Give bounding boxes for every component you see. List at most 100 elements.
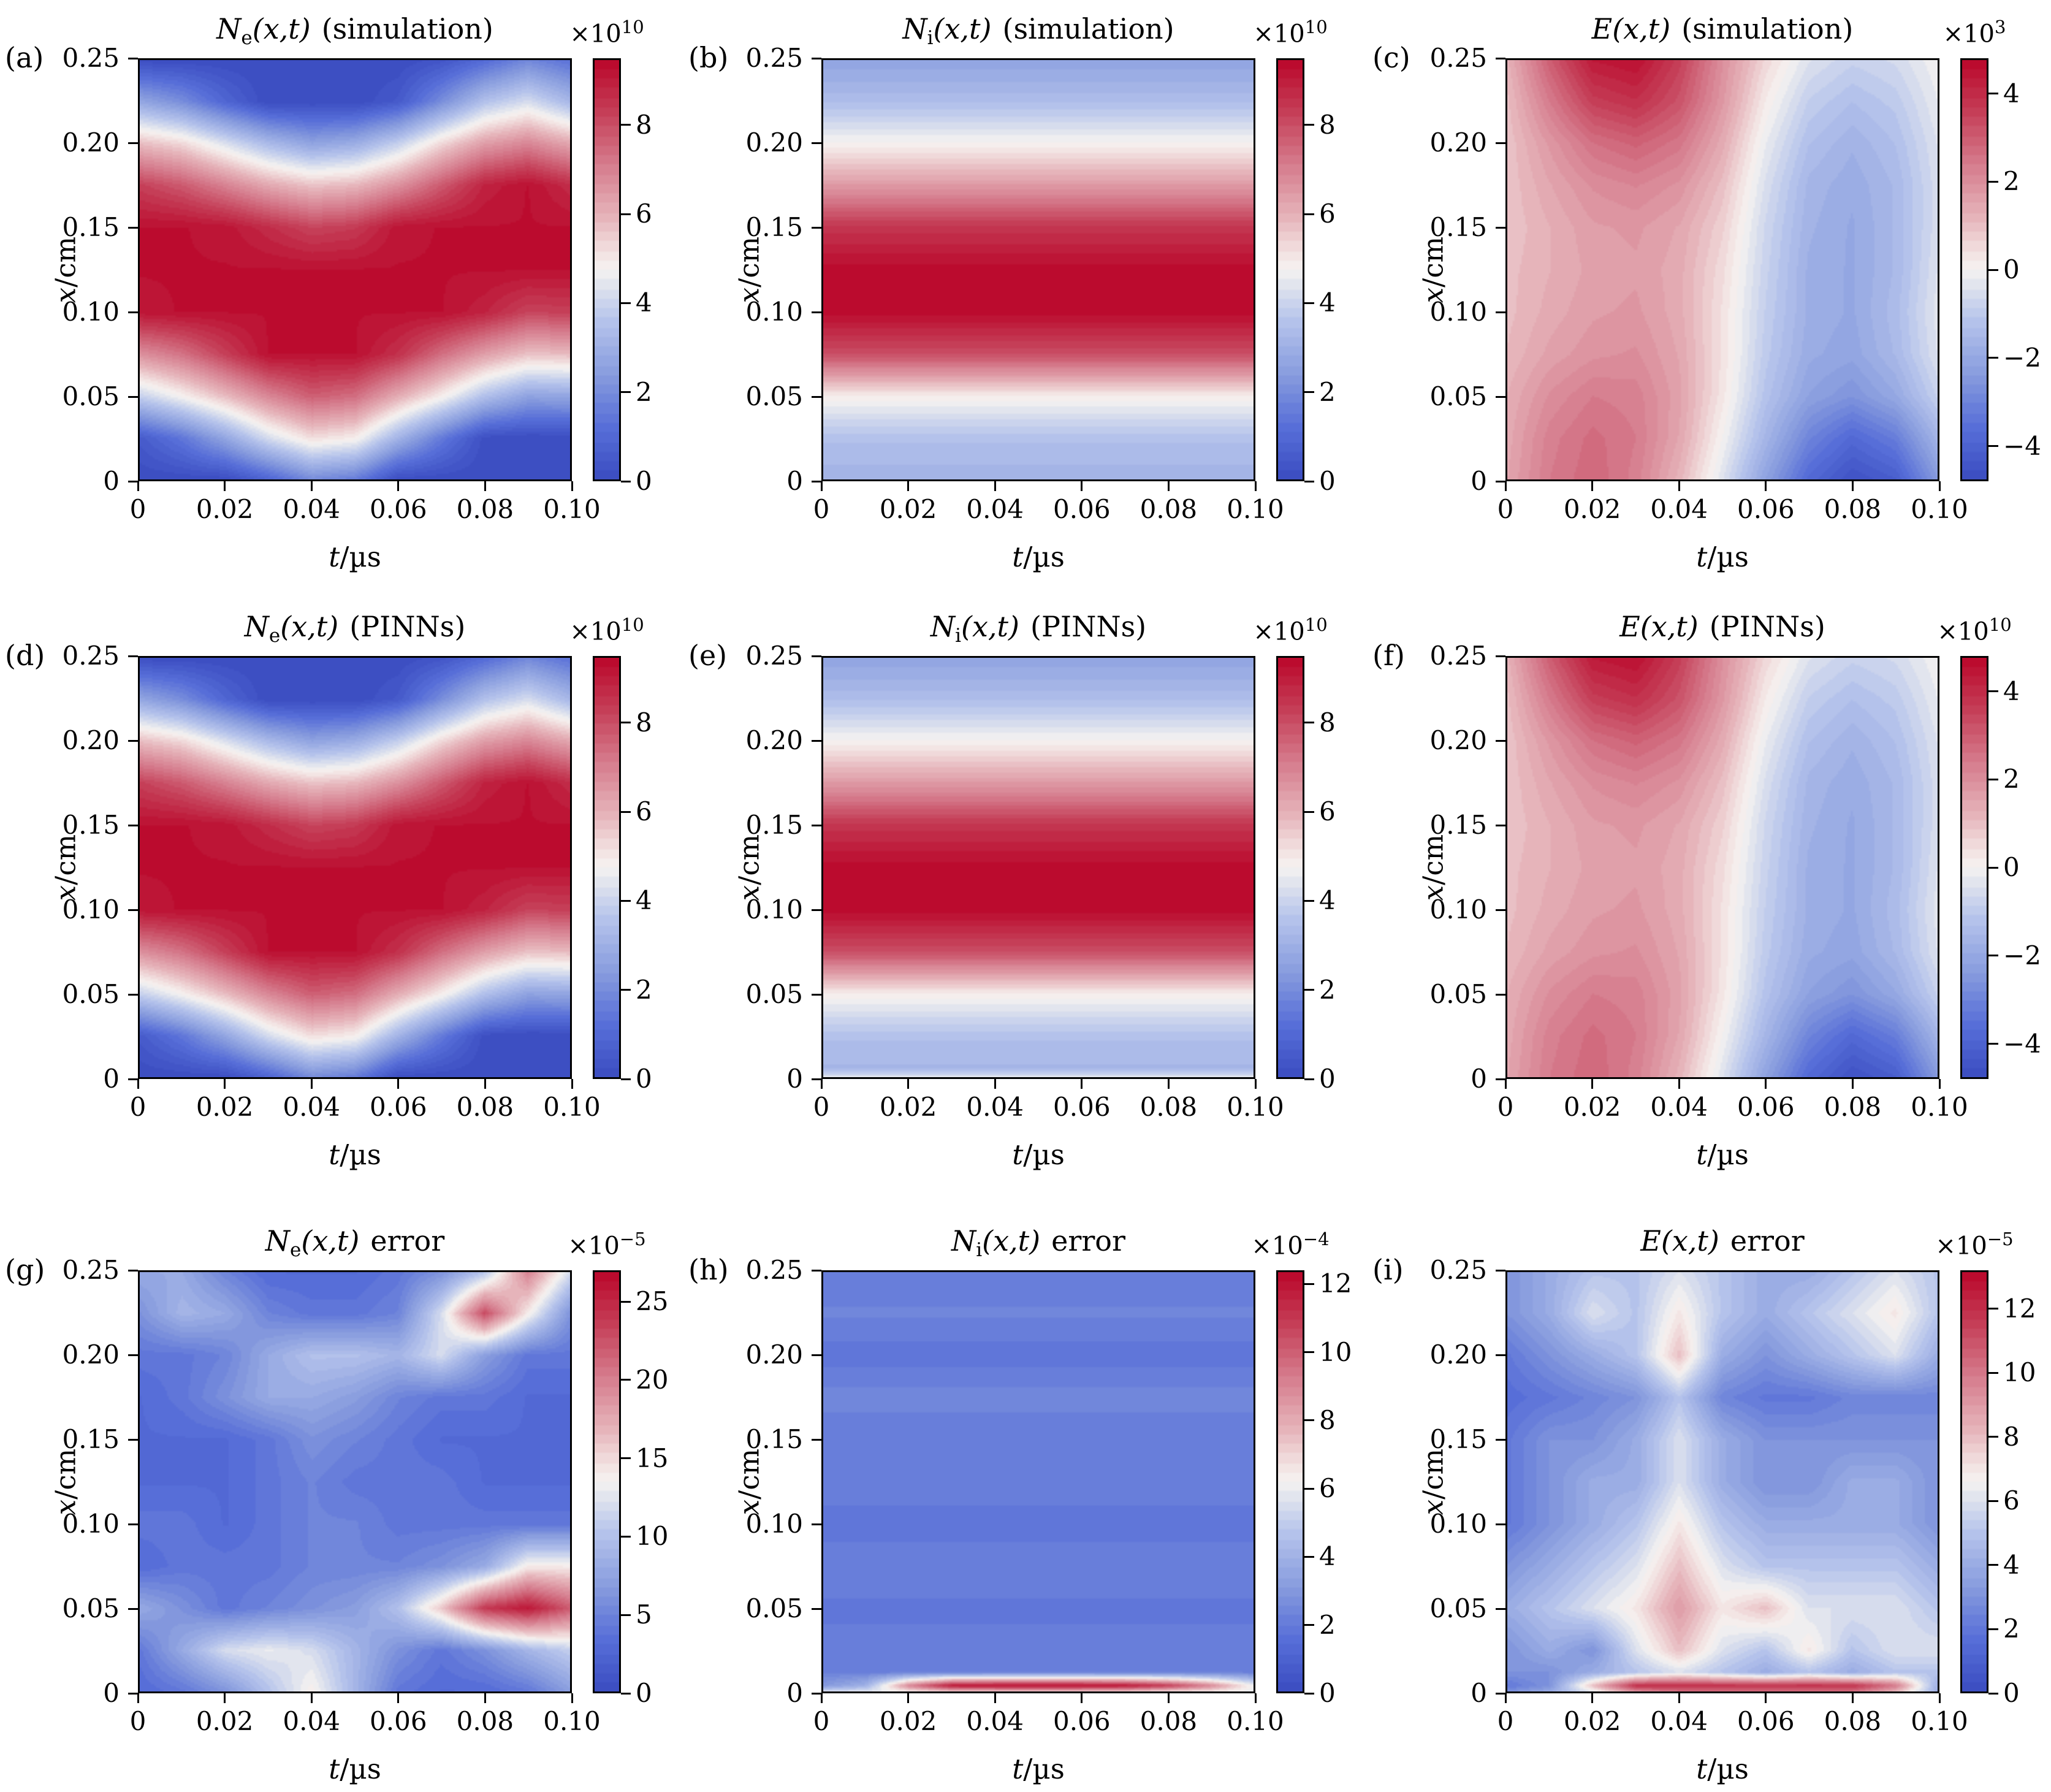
colorbar-tick-label: 6	[1319, 1473, 1336, 1504]
y-axis-tick	[128, 655, 138, 657]
x-axis-tick-label: 0	[1497, 1092, 1514, 1122]
x-axis-label-var: t	[1012, 1753, 1024, 1785]
x-axis-tick-label: 0.10	[1227, 1092, 1284, 1122]
title-tag: error	[370, 1224, 445, 1257]
title-args: (x,t)	[280, 610, 339, 643]
colorbar-tick	[1988, 778, 1998, 780]
y-axis-tick	[812, 739, 821, 742]
x-axis-tick	[397, 1693, 400, 1703]
y-axis-tick-label: 0.25	[1429, 641, 1487, 671]
colorbar-exponent: ×10−4	[1204, 1229, 1376, 1260]
y-axis-tick	[128, 739, 138, 742]
heatmap-canvas	[1505, 656, 1939, 1079]
x-axis-tick-label: 0	[813, 1092, 830, 1122]
y-axis-tick	[1496, 395, 1505, 398]
x-axis-tick	[820, 1693, 823, 1703]
colorbar-tick	[1988, 445, 1998, 447]
x-axis-tick-label: 0.10	[543, 1706, 601, 1736]
x-axis-tick-label: 0.02	[196, 1092, 254, 1122]
y-axis-tick-label: 0.05	[1429, 381, 1487, 411]
title-args: (x,t)	[252, 12, 311, 45]
y-axis-label-unit: /cm	[49, 1448, 82, 1500]
colorbar-tick-label: 0	[636, 1678, 652, 1708]
y-axis-tick-label: 0.05	[1429, 1593, 1487, 1623]
x-axis-tick-label: 0.04	[1650, 1706, 1708, 1736]
title-subscript: i	[955, 625, 962, 647]
x-axis-tick	[1254, 481, 1257, 491]
panel-letter: (f)	[1372, 639, 1405, 672]
colorbar-tick-label: 5	[636, 1599, 652, 1630]
x-axis-tick	[994, 481, 996, 491]
x-axis-tick-label: 0	[129, 1706, 146, 1736]
x-axis-tick-label: 0.06	[1053, 494, 1111, 524]
title-subscript: i	[927, 27, 934, 49]
y-axis-tick-label: 0.20	[745, 1340, 803, 1370]
colorbar-exponent: ×1010	[1204, 17, 1376, 48]
y-axis-tick-label: 0.25	[745, 43, 803, 73]
y-axis-tick-label: 0.20	[62, 128, 120, 158]
panel-letter: (h)	[688, 1253, 729, 1286]
y-axis-tick	[128, 311, 138, 313]
colorbar-tick	[1988, 1043, 1998, 1045]
x-axis-label: t/µs	[946, 541, 1130, 573]
colorbar-tick-label: −2	[2003, 342, 2041, 373]
y-axis-tick-label: 0.20	[1429, 725, 1487, 755]
x-axis-tick	[1167, 1693, 1170, 1703]
colorbar-exponent: ×1010	[1204, 614, 1376, 646]
colorbar-tick-label: 0	[1319, 1678, 1336, 1708]
x-axis-tick-label: 0.02	[1563, 494, 1621, 524]
title-tag: error	[1730, 1224, 1805, 1257]
x-axis-tick-label: 0.10	[1911, 1092, 1968, 1122]
y-axis-label-unit: /cm	[1417, 834, 1450, 885]
x-axis-tick	[1765, 1693, 1767, 1703]
y-axis-tick	[128, 1692, 138, 1695]
y-axis-tick	[812, 1523, 821, 1525]
plot-frame	[138, 656, 572, 1079]
colorbar-frame	[1276, 58, 1304, 481]
x-axis-tick	[484, 1693, 486, 1703]
y-axis-tick	[1496, 993, 1505, 996]
panel-letter: (a)	[5, 41, 44, 74]
y-axis-tick	[1496, 226, 1505, 229]
x-axis-tick-label: 0.02	[879, 494, 937, 524]
heatmap-canvas	[821, 1270, 1255, 1693]
y-axis-label-var: x	[732, 885, 766, 901]
colorbar-tick-label: 12	[1319, 1268, 1352, 1299]
y-axis-tick-label: 0	[1471, 1064, 1487, 1094]
colorbar-exponent-base: ×10	[568, 1232, 620, 1260]
title-args: (x,t)	[933, 12, 992, 45]
colorbar-exponent-power: −5	[619, 1229, 646, 1249]
colorbar-tick	[621, 989, 631, 991]
title-tag: (simulation)	[1002, 12, 1174, 45]
colorbar-tick-label: 8	[636, 109, 652, 140]
colorbar-tick-label: 0	[636, 466, 652, 496]
x-axis-tick-label: 0.08	[1140, 1706, 1198, 1736]
x-axis-tick	[571, 481, 573, 491]
colorbar-tick-label: 6	[2003, 1485, 2020, 1516]
colorbar-tick	[1988, 180, 1998, 183]
x-axis-tick-label: 0.04	[1650, 494, 1708, 524]
x-axis-tick	[224, 1693, 226, 1703]
x-axis-label-var: t	[329, 541, 340, 573]
y-axis-tick-label: 0.25	[1429, 1255, 1487, 1285]
y-axis-tick	[128, 909, 138, 911]
y-axis-tick-label: 0.15	[1429, 1424, 1487, 1454]
colorbar-tick	[1304, 722, 1314, 724]
colorbar-tick-label: 20	[636, 1364, 669, 1395]
y-axis-tick-label: 0.25	[1429, 43, 1487, 73]
y-axis-tick	[1496, 909, 1505, 911]
colorbar-exponent: ×10−5	[1889, 1229, 2051, 1260]
title-symbol: N	[244, 610, 269, 643]
y-axis-tick-label: 0.10	[1429, 894, 1487, 925]
y-axis-tick-label: 0.25	[745, 641, 803, 671]
colorbar-tick-label: 10	[636, 1521, 669, 1552]
y-axis-tick-label: 0.05	[62, 381, 120, 411]
colorbar-tick-label: −4	[2003, 430, 2041, 461]
colorbar-tick	[621, 480, 631, 482]
y-axis-label: x/cm	[1417, 237, 1450, 303]
x-axis-label-var: t	[329, 1753, 340, 1785]
x-axis-tick	[1938, 1079, 1941, 1089]
heatmap-canvas	[138, 58, 572, 481]
x-axis-tick-label: 0.08	[456, 1706, 514, 1736]
y-axis-tick-label: 0.05	[62, 1593, 120, 1623]
